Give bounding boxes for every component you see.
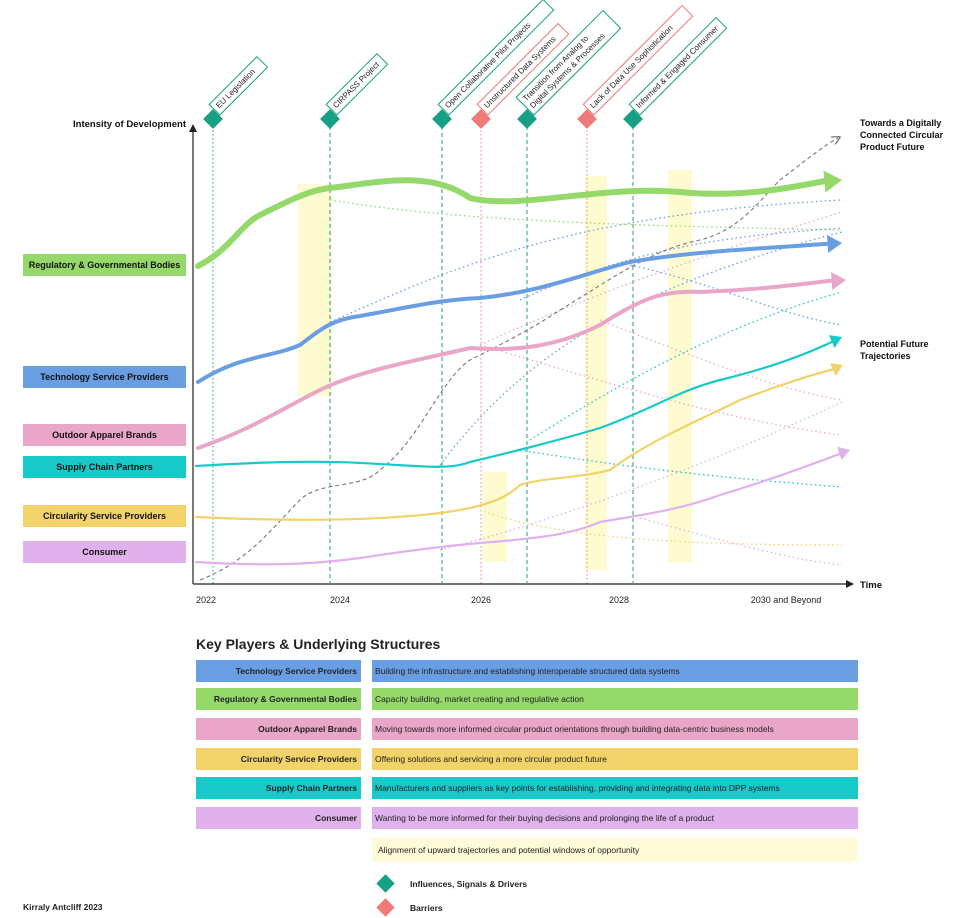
barrier-diamond-icon [376,898,394,916]
opportunity-windows [298,170,692,570]
legend-desc: Offering solutions and servicing a more … [372,748,858,770]
event-markers: EU Legislation CIRPASS Project Open Collab… [203,0,727,129]
x-tick-label: 2024 [330,595,350,605]
actor-label-technology: Technology Service Providers [23,366,186,388]
barrier-key-label: Barriers [410,903,443,913]
trajectories-annotation-1: Potential Future [860,339,929,349]
digital-future-path [200,138,838,580]
x-tick-label: 2022 [196,595,216,605]
opportunity-window [483,472,507,562]
future-annotation-3: Product Future [860,142,925,152]
legend-title: Key Players & Underlying Structures [196,636,440,652]
actor-label-outdoor: Outdoor Apparel Brands [23,424,186,446]
opportunity-window [585,176,607,570]
circularity-alt-trajectory [480,510,842,545]
legend-name: Outdoor Apparel Brands [196,718,361,740]
circularity-arrowhead [830,359,846,376]
regulatory-arrowhead [824,169,843,192]
barrier-key: Barriers [376,901,443,914]
trajectories-annotation-2: Trajectories [860,351,911,361]
legend-name: Consumer [196,807,361,829]
circularity-trajectory [196,368,838,520]
x-tick-label: 2026 [471,595,491,605]
future-annotation-1: Towards a Digitally [860,118,941,128]
opportunity-window [668,170,692,562]
outdoor-arrowhead [831,271,847,290]
legend-desc: Building the infrastructure and establis… [372,660,858,682]
outdoor-trajectory [198,280,838,448]
author-credit: Kirraly Antcliff 2023 [23,902,103,912]
x-tick-label: 2030 and Beyond [751,595,822,605]
legend-name: Circularity Service Providers [196,748,361,770]
legend-desc: Moving towards more informed circular pr… [372,718,858,740]
x-axis-label: Time [860,580,882,591]
legend-name: Regulatory & Governmental Bodies [196,688,361,710]
actor-label-consumer: Consumer [23,541,186,563]
event-label: CIRPASS Project [326,54,387,115]
influence-key-label: Influences, Signals & Drivers [410,879,527,889]
svg-text:EU Legislation: EU Legislation [214,67,257,110]
technology-arrowhead [827,234,843,253]
outdoor-alt-trajectory [600,320,842,400]
actor-label-regulatory: Regulatory & Governmental Bodies [23,254,186,276]
actor-label-circularity: Circularity Service Providers [23,505,186,527]
influence-key: Influences, Signals & Drivers [376,877,527,890]
technology-trajectory [198,243,836,382]
x-tick-label: 2028 [609,595,629,605]
consumer-trajectory [196,452,845,564]
alignment-note: Alignment of upward trajectories and pot… [372,838,858,862]
legend-name: Supply Chain Partners [196,777,361,799]
svg-text:CIRPASS Project: CIRPASS Project [331,60,382,111]
opportunity-window [298,184,332,396]
event-label: EU Legislation [209,57,267,115]
x-axis-ticks: 2022 2024 2026 2028 2030 and Beyond [196,595,821,605]
svg-text:Informed & Engaged Consumer: Informed & Engaged Consumer [634,24,720,110]
consumer-arrowhead [837,443,852,460]
influence-diamond-icon [376,874,394,892]
legend-desc: Manufacturers and suppliers as key point… [372,777,858,799]
actor-label-supply: Supply Chain Partners [23,456,186,478]
future-annotation-2: Connected Circular [860,130,944,140]
y-axis-label: Intensity of Development [73,119,187,130]
legend-desc: Capacity building, market creating and r… [372,688,858,710]
outdoor-alt-trajectory [480,212,842,345]
event-label: Informed & Engaged Consumer [629,18,726,115]
supply-arrowhead [829,331,845,348]
legend-name: Technology Service Providers [196,660,361,682]
outdoor-alt-trajectory [480,345,842,435]
legend-desc: Wanting to be more informed for their bu… [372,807,858,829]
